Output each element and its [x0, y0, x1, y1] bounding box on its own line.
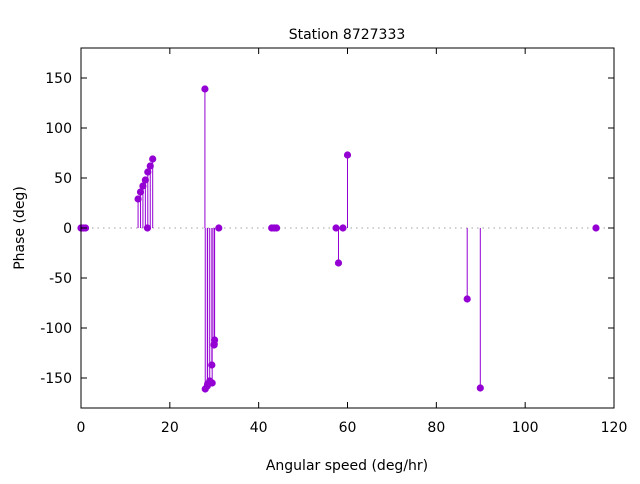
data-point-11	[146, 162, 154, 170]
plot-area	[77, 85, 614, 393]
y-tick-label: 50	[54, 171, 72, 187]
x-tick-label: 20	[161, 420, 179, 436]
y-axis: -150 -100 -50 0 50 100 150	[40, 71, 614, 387]
y-tick-label: -100	[40, 321, 72, 337]
x-axis: 0 20 40 60 80 100 120	[77, 48, 628, 436]
data-point-8	[141, 176, 149, 184]
data-point-22	[211, 336, 219, 344]
data-point-7	[139, 182, 147, 190]
data-point-23	[215, 224, 223, 232]
data-point-19	[208, 379, 216, 387]
data-point-18	[208, 361, 216, 369]
data-point-32	[476, 384, 484, 392]
data-point-9	[143, 224, 152, 232]
y-tick-label: -150	[40, 371, 72, 387]
x-tick-label: 100	[512, 420, 539, 436]
data-point-31	[463, 295, 471, 303]
data-point-33	[592, 224, 600, 232]
data-point-10	[144, 168, 152, 176]
data-point-29	[339, 224, 347, 232]
x-tick-label: 80	[427, 420, 445, 436]
data-point-28	[334, 259, 343, 267]
x-tick-label: 120	[601, 420, 628, 436]
x-tick-label: 60	[339, 420, 357, 436]
data-point-12	[149, 155, 157, 163]
y-tick-label: 100	[45, 121, 72, 137]
data-point-30	[343, 151, 352, 159]
y-tick-label: 0	[63, 221, 72, 237]
x-tick-label: 0	[77, 420, 86, 436]
chart-title: Station 8727333	[289, 27, 406, 43]
data-point-5	[134, 195, 142, 203]
y-tick-label: -50	[49, 271, 72, 287]
y-axis-label: Phase (deg)	[12, 186, 28, 270]
data-point-26	[272, 224, 281, 232]
data-point-13	[201, 85, 209, 93]
x-tick-label: 40	[250, 420, 268, 436]
y-tick-label: 150	[45, 71, 72, 87]
x-axis-label: Angular speed (deg/hr)	[266, 458, 428, 474]
data-point-6	[136, 188, 145, 196]
data-point-27	[332, 224, 340, 232]
